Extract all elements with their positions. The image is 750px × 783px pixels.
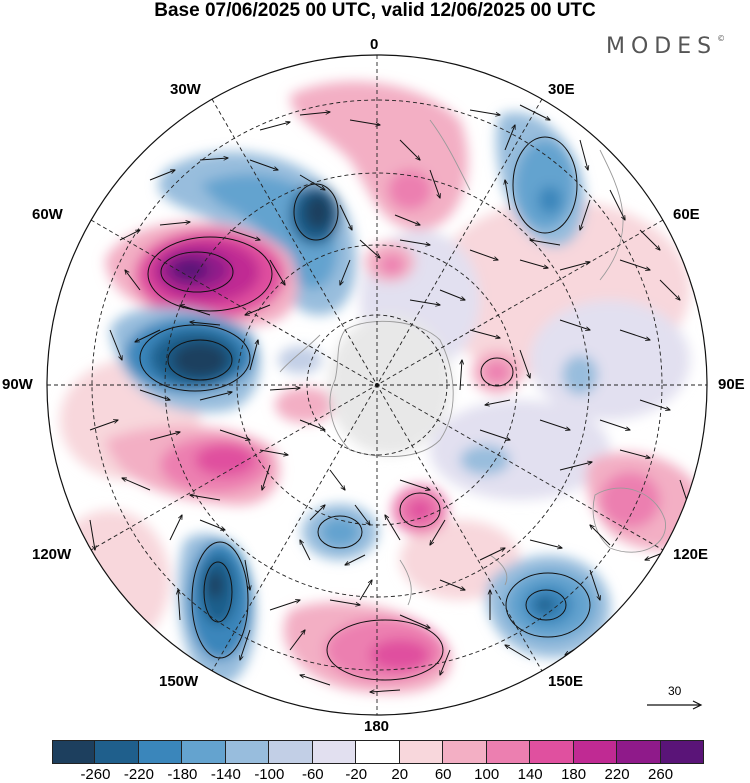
colorbar-tick-label: -140 xyxy=(210,766,241,783)
colorbar-tick-label: 180 xyxy=(561,766,587,783)
colorbar-swatch xyxy=(138,740,183,764)
colorbar-tick-label: -180 xyxy=(167,766,198,783)
lon-label-30w: 30W xyxy=(170,81,201,98)
colorbar-swatch xyxy=(312,740,357,764)
colorbar-tick-label: -220 xyxy=(123,766,154,783)
reference-vector-arrow xyxy=(647,700,703,710)
lon-label-90w: 90W xyxy=(2,376,33,393)
lon-label-150e: 150E xyxy=(548,673,584,690)
reference-vector-label: 30 xyxy=(668,684,682,698)
lon-label-150w: 150W xyxy=(159,673,199,690)
colorbar-swatch xyxy=(617,740,661,764)
colorbar-tick-label: 20 xyxy=(391,766,409,783)
colorbar-swatch xyxy=(573,740,618,764)
colorbar-tick-label: -60 xyxy=(301,766,324,783)
colorbar-tick-label: -260 xyxy=(80,766,111,783)
colorbar-tick-label: -20 xyxy=(345,766,368,783)
colorbar-tick-label: 60 xyxy=(434,766,452,783)
colorbar-tick-label: 220 xyxy=(604,766,630,783)
colorbar-swatch xyxy=(269,740,313,764)
colorbar-swatch xyxy=(399,740,444,764)
colorbar-swatch xyxy=(95,740,139,764)
colorbar-tick-label: -100 xyxy=(254,766,285,783)
colorbar-tick-label: 100 xyxy=(474,766,500,783)
lon-label-60w: 60W xyxy=(32,206,63,223)
modes-logo: MODES© xyxy=(606,34,725,59)
colorbar-tick-label: 140 xyxy=(517,766,543,783)
colorbar-swatch xyxy=(52,740,96,764)
anomaly-field xyxy=(47,55,707,715)
colorbar-tick-label: 260 xyxy=(648,766,674,783)
colorbar-swatch xyxy=(530,740,574,764)
colorbar-swatch xyxy=(356,740,400,764)
colorbar-swatch xyxy=(660,740,705,764)
logo-text: MODES xyxy=(606,34,718,59)
lon-label-60e: 60E xyxy=(673,206,700,223)
colorbar-swatch xyxy=(443,740,487,764)
lon-label-0: 0 xyxy=(370,36,379,53)
colorbar xyxy=(52,740,705,764)
lon-label-120w: 120W xyxy=(32,546,72,563)
lon-label-90e: 90E xyxy=(718,376,745,393)
lon-label-30e: 30E xyxy=(548,81,575,98)
colorbar-swatch xyxy=(225,740,270,764)
lon-label-180: 180 xyxy=(364,718,390,735)
colorbar-swatch xyxy=(182,740,226,764)
colorbar-swatch xyxy=(486,740,531,764)
logo-mark: © xyxy=(717,33,726,43)
map-title: Base 07/06/2025 00 UTC, valid 12/06/2025… xyxy=(154,0,596,21)
lon-label-120e: 120E xyxy=(673,546,709,563)
